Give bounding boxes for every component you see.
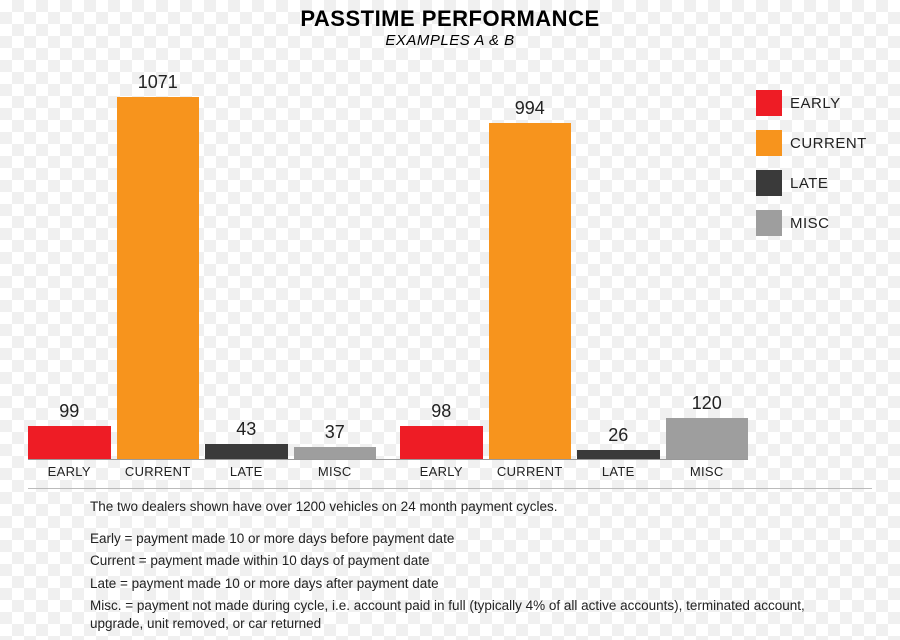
bar-wrap: 120 <box>666 60 749 459</box>
legend-label: CURRENT <box>790 135 867 152</box>
bar-wrap: 98 <box>400 60 483 459</box>
bar-wrap: 99 <box>28 60 111 459</box>
chart-title: PASSTIME PERFORMANCE <box>0 6 900 32</box>
bar-value: 99 <box>59 401 79 422</box>
bar-label-row: EARLY CURRENT LATE MISC EARLY CURRENT LATE MISC <box>28 462 748 479</box>
bar-value: 43 <box>236 419 256 440</box>
legend-swatch <box>756 130 782 156</box>
legend-item: CURRENT <box>756 130 886 156</box>
bar-value: 98 <box>431 401 451 422</box>
notes: The two dealers shown have over 1200 veh… <box>90 498 810 637</box>
notes-intro: The two dealers shown have over 1200 veh… <box>90 498 810 516</box>
bar <box>666 418 749 459</box>
bar-wrap: 26 <box>577 60 660 459</box>
legend-label: MISC <box>790 215 830 232</box>
legend-swatch <box>756 210 782 236</box>
title-block: PASSTIME PERFORMANCE EXAMPLES A & B <box>0 0 900 49</box>
bar-label: MISC <box>294 462 377 479</box>
legend-item: EARLY <box>756 90 886 116</box>
bar-wrap: 994 <box>489 60 572 459</box>
bar-value: 26 <box>608 425 628 446</box>
chart-area: 99 1071 43 37 98 994 26 120 <box>28 60 748 460</box>
bar-label-group: EARLY CURRENT LATE MISC <box>400 462 748 479</box>
bar-label: CURRENT <box>117 462 200 479</box>
bar-value: 1071 <box>138 72 178 93</box>
bar <box>489 123 572 459</box>
bar <box>117 97 200 459</box>
chart-subtitle: EXAMPLES A & B <box>0 32 900 49</box>
legend-label: EARLY <box>790 95 841 112</box>
legend-item: MISC <box>756 210 886 236</box>
legend: EARLY CURRENT LATE MISC <box>756 90 886 250</box>
bar-label: CURRENT <box>489 462 572 479</box>
bar-value: 120 <box>692 393 722 414</box>
bar-label: LATE <box>577 462 660 479</box>
bar-value: 994 <box>515 98 545 119</box>
legend-swatch <box>756 90 782 116</box>
legend-label: LATE <box>790 175 828 192</box>
bar-wrap: 1071 <box>117 60 200 459</box>
notes-def: Late = payment made 10 or more days afte… <box>90 575 810 593</box>
legend-swatch <box>756 170 782 196</box>
notes-def: Early = payment made 10 or more days bef… <box>90 530 810 548</box>
bar-label: MISC <box>666 462 749 479</box>
bar <box>400 426 483 459</box>
bar <box>577 450 660 459</box>
bar <box>294 447 377 460</box>
divider <box>28 488 872 489</box>
bar-group: 99 1071 43 37 <box>28 60 376 459</box>
bar-label: LATE <box>205 462 288 479</box>
bar-wrap: 43 <box>205 60 288 459</box>
bar-label: EARLY <box>28 462 111 479</box>
bar <box>28 426 111 459</box>
bar <box>205 444 288 459</box>
notes-def: Current = payment made within 10 days of… <box>90 552 810 570</box>
bar-value: 37 <box>325 422 345 443</box>
legend-item: LATE <box>756 170 886 196</box>
bar-label: EARLY <box>400 462 483 479</box>
bar-wrap: 37 <box>294 60 377 459</box>
bar-label-group: EARLY CURRENT LATE MISC <box>28 462 376 479</box>
notes-def: Misc. = payment not made during cycle, i… <box>90 597 810 633</box>
bar-group: 98 994 26 120 <box>400 60 748 459</box>
